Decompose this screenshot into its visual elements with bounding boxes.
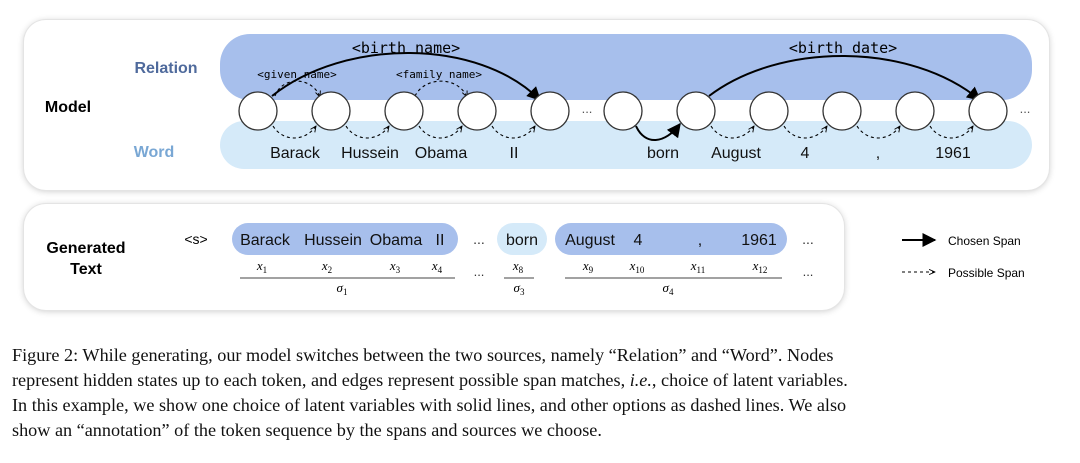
gen-token-ii: II (436, 232, 445, 249)
relation-birth-date: <birth date> (789, 39, 897, 57)
legend-possible-label: Possible Span (948, 266, 1025, 280)
word-august: August (711, 145, 761, 162)
gen-ellipsis-1: ... (473, 231, 485, 247)
word-4: 4 (801, 145, 810, 162)
arc-born (635, 122, 681, 141)
gen-ellipsis-2: ... (802, 231, 814, 247)
var-x12: x12 (752, 258, 768, 275)
arc-birth-name (271, 52, 541, 101)
gen-token-barack: Barack (240, 232, 291, 249)
word-arcs (272, 126, 973, 139)
relation-birth-name: <birth name> (352, 39, 460, 57)
node-0 (238, 91, 278, 131)
arc-birth-date (708, 55, 982, 101)
var-x8: x8 (512, 258, 524, 275)
var-x11: x11 (690, 258, 705, 275)
sigma-4: σ4 (663, 280, 674, 297)
gen-token-1961: 1961 (741, 232, 777, 249)
var-x4: x4 (431, 258, 443, 275)
gen-token-august: August (565, 232, 615, 249)
var-ellipsis-2: ... (803, 264, 814, 279)
node-1 (311, 91, 351, 131)
relation-given-name: <given name> (257, 68, 337, 81)
node-9 (749, 91, 789, 131)
gen-token-born: born (506, 232, 538, 249)
relation-label: Relation (134, 60, 197, 77)
node-3 (457, 91, 497, 131)
sigma-3: σ3 (514, 280, 525, 297)
generated-text-panel (24, 204, 844, 310)
gen-token-4: 4 (634, 232, 643, 249)
figure-diagram: Relation Word Model <birth name> <given … (45, 34, 1032, 297)
caption-line-3: In this example, we show one choice of l… (12, 395, 847, 415)
node-10 (822, 91, 862, 131)
node-2 (384, 91, 424, 131)
word-band (220, 121, 1032, 169)
word-1961: 1961 (935, 145, 971, 162)
node-11 (895, 91, 935, 131)
var-x10: x10 (629, 258, 645, 275)
word-label: Word (134, 144, 175, 161)
word-born: born (647, 145, 679, 162)
arc-family-name (414, 80, 467, 97)
word-hussein: Hussein (341, 145, 399, 162)
var-x3: x3 (389, 258, 401, 275)
span1-pill (232, 223, 458, 255)
gen-token-obama: Obama (370, 232, 423, 249)
start-token: <s> (184, 231, 207, 247)
legend: Chosen Span Possible Span (902, 233, 1025, 280)
generated-label-line1: Generated (46, 240, 125, 257)
figure-caption: Figure 2: While generating, our model sw… (12, 343, 1074, 443)
generated-label-line2: Text (70, 261, 102, 278)
word-obama: Obama (415, 145, 468, 162)
node-12 (968, 91, 1008, 131)
word-ii: II (510, 145, 519, 162)
node-8 (676, 91, 716, 131)
var-x1: x1 (256, 258, 267, 275)
model-label: Model (45, 99, 91, 116)
legend-chosen-label: Chosen Span (948, 234, 1021, 248)
relation-band (220, 34, 1032, 100)
relation-family-name: <family name> (396, 68, 482, 81)
gen-token-hussein: Hussein (304, 232, 362, 249)
node-ellipsis-end: ... (1020, 101, 1031, 116)
caption-line-4: show an “annotation” of the token sequen… (12, 420, 602, 440)
sigma-1: σ1 (337, 280, 348, 297)
node-4 (530, 91, 570, 131)
span4-pill (555, 223, 787, 255)
var-ellipsis-1: ... (474, 264, 485, 279)
node-7 (603, 91, 643, 131)
gen-token-comma: , (698, 232, 702, 249)
var-x2: x2 (321, 258, 332, 275)
word-barack: Barack (270, 145, 321, 162)
span3-pill (497, 223, 547, 255)
caption-line-2: represent hidden states up to each token… (12, 370, 848, 390)
caption-line-1: Figure 2: While generating, our model sw… (12, 345, 834, 365)
var-x9: x9 (582, 258, 594, 275)
node-ellipsis-mid: ... (582, 101, 593, 116)
word-comma: , (876, 145, 880, 162)
